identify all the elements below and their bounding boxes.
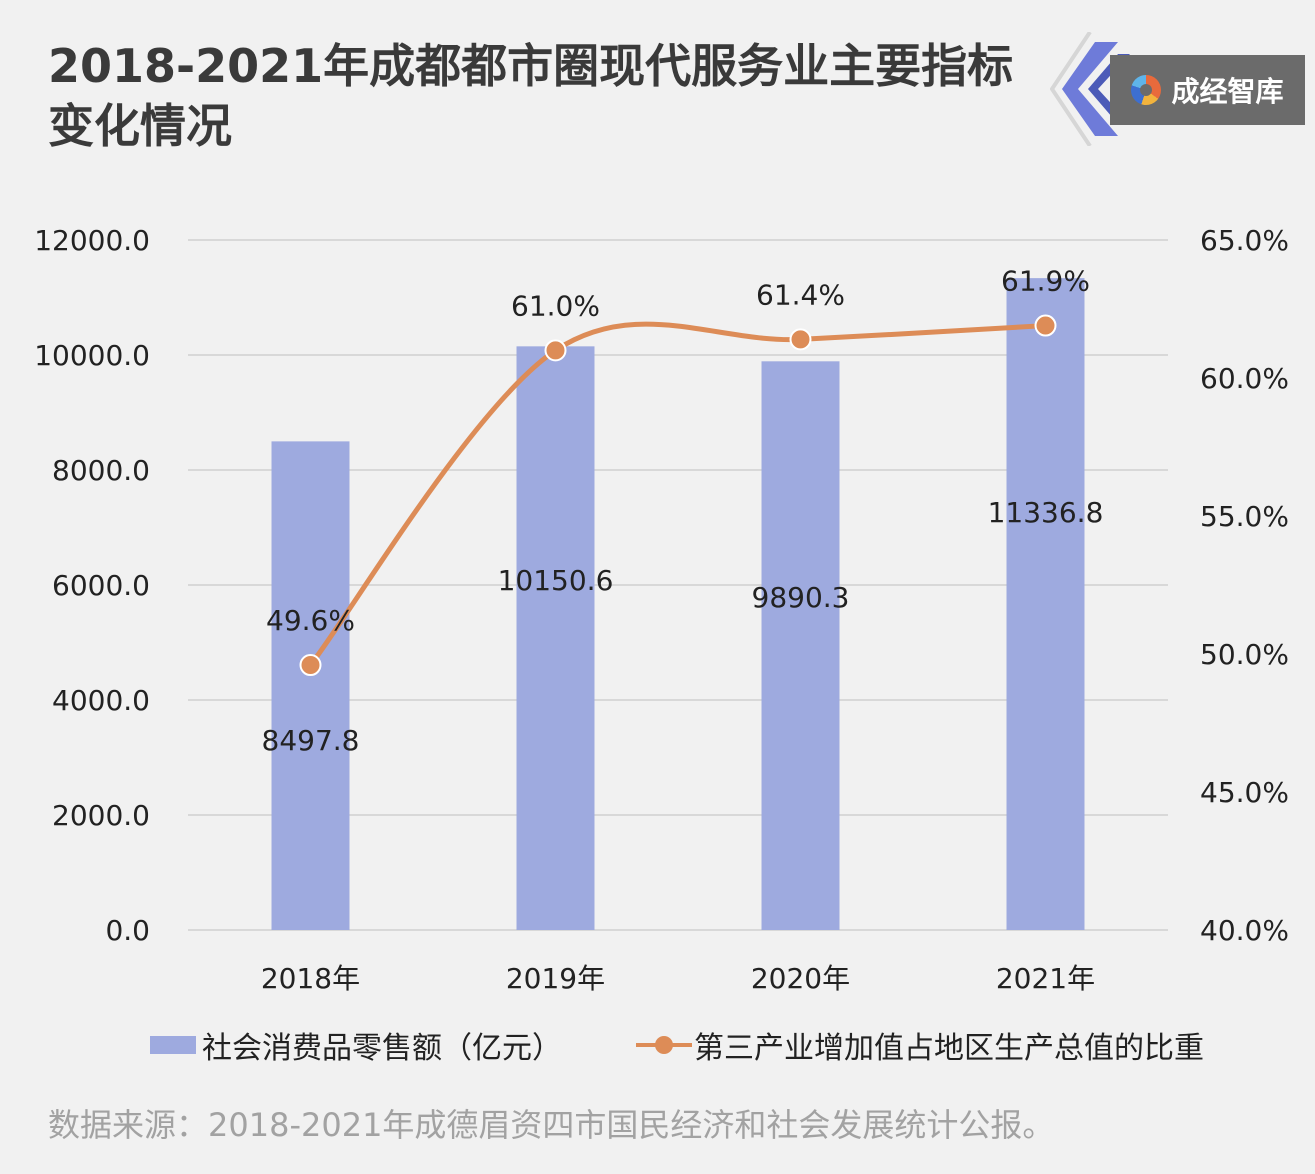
- legend-bar-swatch: [150, 1036, 196, 1054]
- bar: [761, 361, 840, 930]
- y-right-tick-label: 40.0%: [1200, 914, 1289, 947]
- line-value-label: 61.0%: [511, 289, 600, 322]
- line-value-label: 61.4%: [756, 278, 845, 311]
- line-series: [308, 321, 1046, 667]
- y-left-tick-label: 4000.0: [52, 684, 150, 717]
- y-left-tick-label: 6000.0: [52, 569, 150, 602]
- brand-logo-icon: [1131, 75, 1162, 105]
- bar: [516, 346, 595, 930]
- y-left-tick-label: 2000.0: [52, 799, 150, 832]
- bar-value-label: 10150.6: [498, 564, 614, 597]
- y-left-tick-label: 0.0: [105, 914, 150, 947]
- y-right-tick-label: 45.0%: [1200, 776, 1289, 809]
- y-left-tick-label: 12000.0: [34, 224, 150, 257]
- brand-name: 成经智库: [1171, 75, 1284, 108]
- line-point: [544, 339, 567, 362]
- bar-value-label: 9890.3: [752, 581, 850, 614]
- y-left-tick-label: 10000.0: [34, 339, 150, 372]
- bar-value-label: 11336.8: [988, 496, 1104, 529]
- y-right-tick-label: 65.0%: [1200, 224, 1289, 257]
- combo-chart: 0.0 2000.0 4000.0 6000.0 8000.0 10000.0 12000.…: [34, 224, 1289, 995]
- chart-title: 2018-2021年成都都市圈现代服务业主要指标变化情况: [48, 39, 1014, 153]
- x-tick-label: 2021年: [996, 962, 1095, 995]
- bar: [1006, 278, 1085, 930]
- chart-legend: 社会消费品零售额（亿元） 第三产业增加值占地区生产总值的比重: [150, 1022, 1204, 1068]
- line-point: [789, 328, 812, 351]
- brand-label: 成经智库: [1110, 55, 1305, 125]
- bar: [271, 441, 350, 930]
- y-right-tick-label: 60.0%: [1200, 362, 1289, 395]
- bar-value-label: 8497.8: [262, 724, 360, 757]
- line-value-label: 61.9%: [1001, 265, 1090, 298]
- brand-chevron-icon: [1049, 30, 1130, 148]
- line-value-label: 49.6%: [266, 604, 355, 637]
- y-right-tick-label: 55.0%: [1200, 500, 1289, 533]
- legend-item-bar: 社会消费品零售额（亿元）: [150, 1023, 562, 1067]
- y-left-tick-label: 8000.0: [52, 454, 150, 487]
- x-tick-label: 2020年: [751, 962, 850, 995]
- x-tick-label: 2019年: [506, 962, 605, 995]
- legend-line-label: 第三产业增加值占地区生产总值的比重: [694, 1031, 1204, 1066]
- legend-line-swatch: [636, 1036, 692, 1054]
- x-tick-label: 2018年: [261, 962, 360, 995]
- legend-bar-label: 社会消费品零售额（亿元）: [202, 1031, 562, 1066]
- legend-item-line: 第三产业增加值占地区生产总值的比重: [636, 1023, 1204, 1067]
- line-point: [1034, 314, 1057, 337]
- line-point: [299, 654, 322, 677]
- y-right-tick-label: 50.0%: [1200, 638, 1289, 671]
- source-note: 数据来源：2018-2021年成德眉资四市国民经济和社会发展统计公报。: [48, 1106, 1055, 1144]
- brand-badge: [1049, 30, 1315, 148]
